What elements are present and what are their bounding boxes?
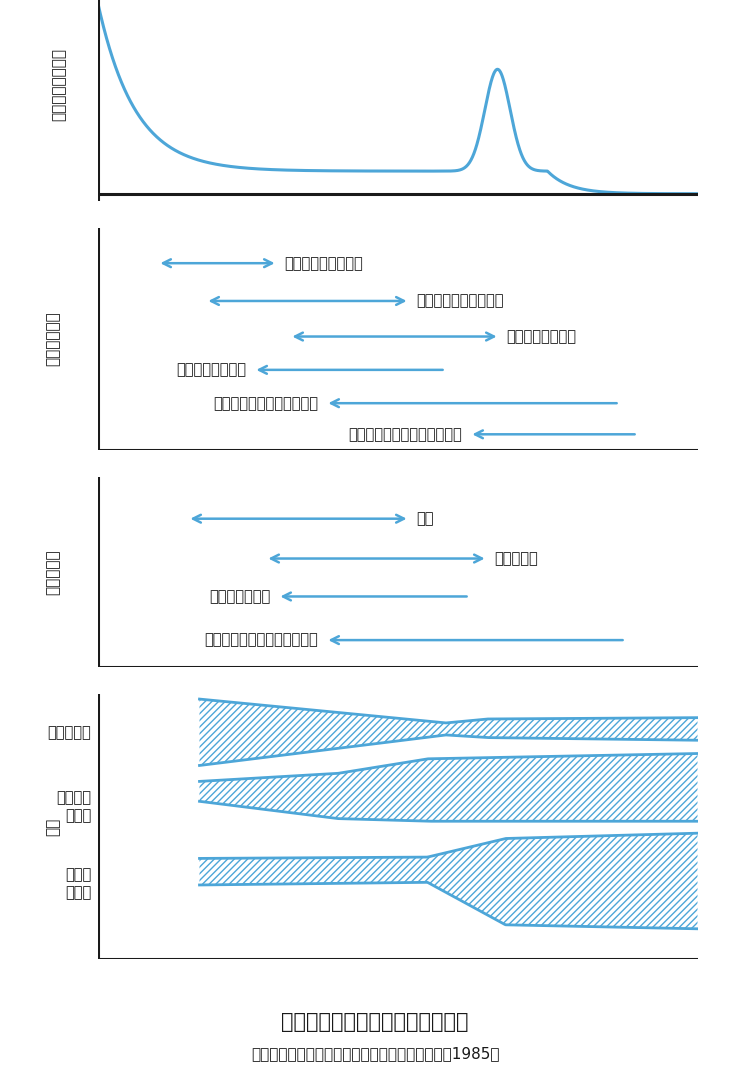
Text: 基本の取得: 基本の取得 xyxy=(495,551,538,566)
Text: 専門種目への傾斜: 専門種目への傾斜 xyxy=(507,330,577,344)
Text: 身長の年間発育量: 身長の年間発育量 xyxy=(51,48,66,120)
Text: 専門種目への集中: 専門種目への集中 xyxy=(176,362,246,377)
Text: トップコンディションの維持: トップコンディションの維持 xyxy=(349,427,462,442)
Text: パワー
づくり: パワー づくり xyxy=(65,867,92,900)
Polygon shape xyxy=(200,699,698,765)
Text: 洗練化と独創性、個性の発揮: 洗練化と独創性、個性の発揮 xyxy=(205,633,318,647)
Text: （スポーツトレーニング、浅見俊雄、朝倉書店、1985）: （スポーツトレーニング、浅見俊雄、朝倉書店、1985） xyxy=(251,1046,500,1061)
Text: 応用能力の開発: 応用能力の開発 xyxy=(209,589,270,604)
Polygon shape xyxy=(200,834,698,929)
Text: スタミナ
づくり: スタミナ づくり xyxy=(56,790,92,823)
Text: トップアスリートへの挑戦: トップアスリートへの挑戦 xyxy=(213,396,318,411)
Text: 動きづくり: 動きづくり xyxy=(48,725,92,739)
Text: 技術・戦略: 技術・戦略 xyxy=(45,549,60,595)
Text: 複数のスポーツの経験: 複数のスポーツの経験 xyxy=(417,294,504,309)
Text: 模倣: 模倣 xyxy=(417,512,434,526)
Polygon shape xyxy=(200,753,698,822)
Text: スポーツとの出会い: スポーツとの出会い xyxy=(285,256,364,271)
Text: 身長の年間発育量とトレーニング: 身長の年間発育量とトレーニング xyxy=(281,1012,469,1032)
Text: スポーツ活動: スポーツ活動 xyxy=(45,311,60,366)
Text: 体力: 体力 xyxy=(45,817,60,836)
